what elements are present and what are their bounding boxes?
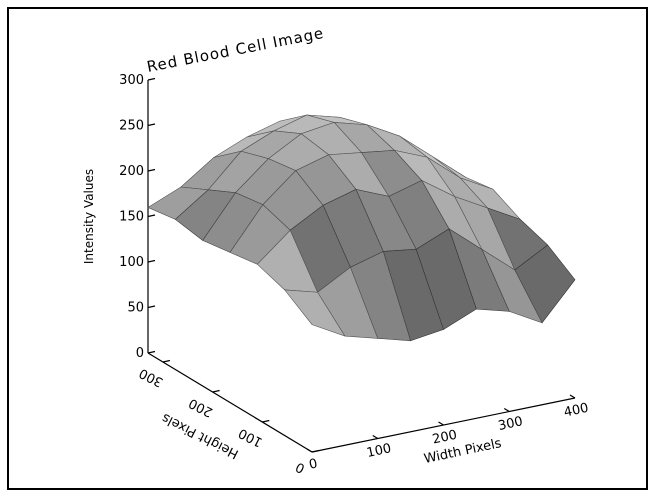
y-tick <box>311 449 320 453</box>
z-tick <box>147 168 156 172</box>
z-tick-label: 250 <box>119 119 144 134</box>
x-tick-label: 100 <box>365 441 392 461</box>
z-tick <box>147 350 156 354</box>
y-axis <box>147 352 313 453</box>
x-tick-label: 0 <box>308 456 319 472</box>
z-tick-label: 0 <box>136 346 144 361</box>
x-tick <box>503 407 510 413</box>
z-tick <box>147 123 156 127</box>
z-tick <box>147 77 156 81</box>
z-tick <box>147 305 156 309</box>
z-axis-label: Intensity Values <box>82 169 96 264</box>
z-tick <box>147 259 156 263</box>
y-tick <box>162 359 171 363</box>
z-tick-label: 100 <box>119 255 144 270</box>
z-tick-label: 50 <box>127 301 144 316</box>
x-tick-label: 300 <box>497 414 524 434</box>
z-tick-label: 200 <box>119 164 144 179</box>
z-tick <box>147 214 156 218</box>
x-tick <box>569 394 576 399</box>
x-tick <box>306 448 313 453</box>
x-tick-label: 400 <box>563 401 590 421</box>
x-tick <box>372 434 379 440</box>
y-tick <box>212 389 220 393</box>
surface-cell <box>284 289 346 337</box>
y-tick <box>262 419 270 423</box>
z-tick-label: 300 <box>119 73 144 88</box>
z-tick-label: 150 <box>119 210 144 225</box>
x-tick-label: 200 <box>431 428 458 448</box>
x-tick <box>438 421 444 426</box>
